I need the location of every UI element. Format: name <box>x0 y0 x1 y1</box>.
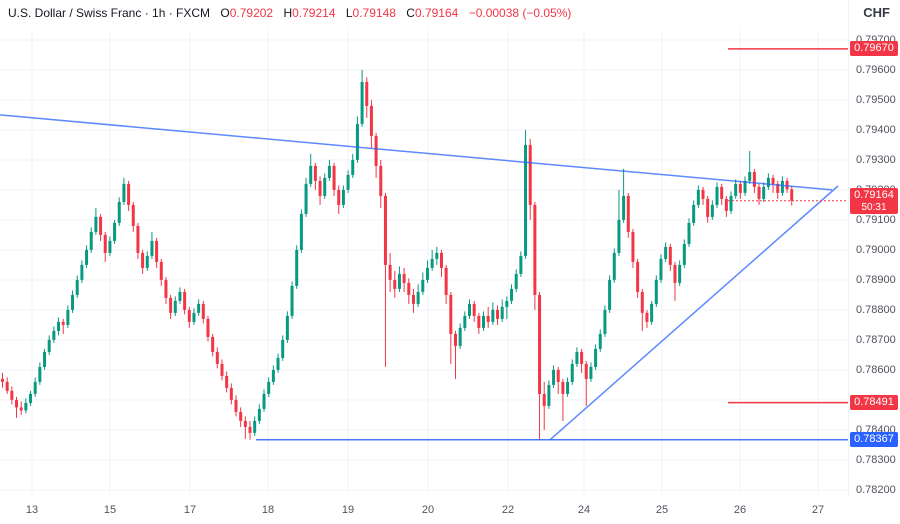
chart-legend: U.S. Dollar / Swiss Franc · 1h · FXCM O0… <box>8 6 571 20</box>
time-axis-label: 19 <box>341 504 355 516</box>
close-value: 0.79164 <box>414 6 459 20</box>
price-axis-label: 0.79300 <box>856 153 896 166</box>
last-price-badge: 0.79164 50:31 <box>850 187 898 214</box>
open-label: O <box>220 6 230 20</box>
time-axis-label: 18 <box>261 504 275 516</box>
upper-level-badge: 0.79670 <box>850 40 898 56</box>
time-axis-label: 26 <box>733 504 747 516</box>
trendlines-layer <box>0 114 839 441</box>
change-value: −0.00038 (−0.05%) <box>468 6 572 20</box>
bar-countdown: 50:31 <box>861 201 887 213</box>
price-axis-label: 0.79600 <box>856 63 896 76</box>
time-axis-label: 22 <box>501 504 515 516</box>
ascending-trendline[interactable] <box>549 185 839 441</box>
price-axis-label: 0.78600 <box>856 363 896 376</box>
candlestick-chart[interactable] <box>0 30 848 495</box>
candles-layer <box>1 69 794 440</box>
time-axis[interactable]: 13 15 17 18 19 20 22 24 25 26 27 <box>0 495 848 524</box>
price-axis-label: 0.78900 <box>856 273 896 286</box>
grid-layer <box>0 30 848 495</box>
time-axis-label: 24 <box>577 504 591 516</box>
price-axis-label: 0.79000 <box>856 243 896 256</box>
price-axis-label: 0.79100 <box>856 213 896 226</box>
price-axis-label: 0.78300 <box>856 453 896 466</box>
price-axis-label: 0.78200 <box>856 483 896 496</box>
time-axis-label: 20 <box>421 504 435 516</box>
low-value: 0.79148 <box>352 6 396 20</box>
time-axis-label: 13 <box>25 504 39 516</box>
levels-layer <box>256 48 848 441</box>
price-axis-label: 0.79500 <box>856 93 896 106</box>
open-value: 0.79202 <box>229 6 274 20</box>
price-axis-label: 0.78800 <box>856 303 896 316</box>
time-axis-label: 15 <box>103 504 117 516</box>
lower-level-badge: 0.78491 <box>850 394 898 410</box>
price-axis-label: 0.78700 <box>856 333 896 346</box>
close-label: C <box>406 6 415 20</box>
price-axis-label: 0.79400 <box>856 123 896 136</box>
price-axis[interactable]: 0.797000.796000.795000.794000.793000.792… <box>848 0 900 496</box>
time-axis-label: 17 <box>183 504 197 516</box>
descending-trendline[interactable] <box>0 114 833 191</box>
support-ray-badge: 0.78367 <box>850 431 898 447</box>
time-axis-label: 27 <box>811 504 825 516</box>
high-label: H <box>283 6 293 20</box>
time-axis-label: 25 <box>655 504 669 516</box>
high-value: 0.79214 <box>292 6 336 20</box>
low-label: L <box>345 6 353 20</box>
symbol-title[interactable]: U.S. Dollar / Swiss Franc · 1h · FXCM <box>8 6 211 20</box>
currency-watermark: CHF <box>863 5 890 20</box>
